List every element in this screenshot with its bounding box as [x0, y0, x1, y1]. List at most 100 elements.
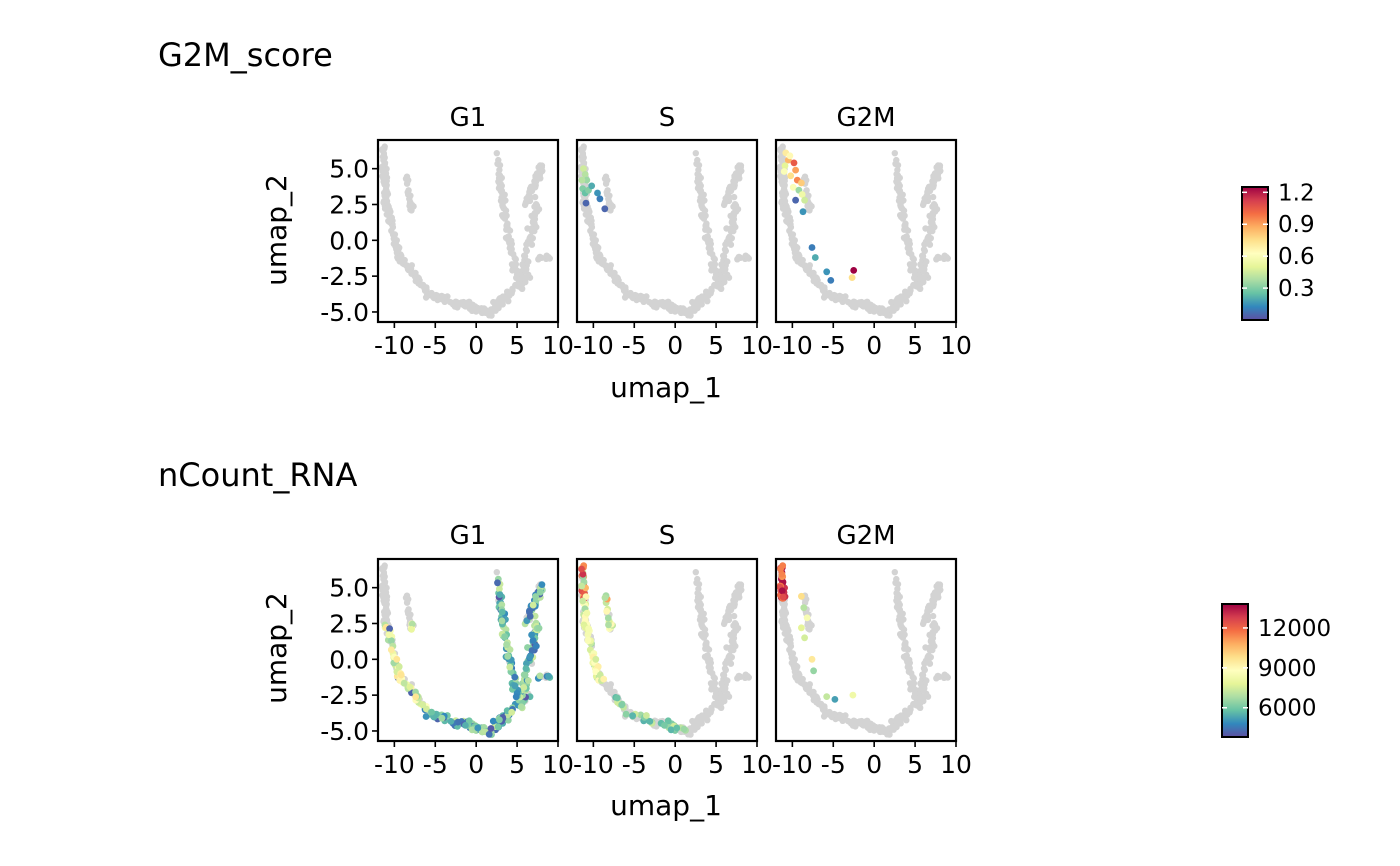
panel-border [376, 138, 560, 324]
cell-point [583, 176, 591, 184]
background-cell-point [523, 195, 530, 202]
background-cell-point [499, 189, 506, 197]
background-cell-point [901, 641, 908, 648]
background-cell-point [921, 660, 928, 667]
cell-point [447, 718, 455, 725]
background-cell-point [693, 723, 701, 730]
background-cell-point [900, 207, 908, 214]
background-cell-point [721, 697, 728, 705]
background-cell-point [909, 682, 917, 689]
cell-point [536, 588, 544, 596]
background-cell-point [537, 170, 544, 177]
cell-point [823, 693, 831, 700]
cell-point [581, 171, 589, 178]
x-axis-label: umap_1 [610, 789, 722, 822]
background-cell-point [508, 290, 515, 297]
cell-point [594, 189, 601, 197]
background-cell-point [692, 569, 699, 576]
background-cell-point [454, 299, 462, 307]
facet-panel-g1: -10 -5 0 5 10 5.0 2.5 0.0 -2.5 -5.0 [320, 557, 574, 779]
cell-point [535, 624, 543, 632]
background-cell-point [941, 671, 948, 678]
facet-label-g2m: G2M [836, 103, 895, 133]
background-cell-point [926, 228, 934, 235]
background-cell-point [728, 218, 736, 225]
background-cell-point [700, 214, 707, 221]
background-cell-point [894, 172, 902, 179]
background-cell-point [735, 672, 743, 680]
background-cell-point [686, 306, 694, 313]
background-cell-point [935, 170, 942, 177]
background-cell-point [727, 228, 735, 235]
background-cell-point [926, 212, 933, 220]
background-cell-point [380, 571, 388, 578]
background-cell-point [523, 241, 530, 248]
background-cell-point [382, 593, 389, 601]
cell-point [778, 570, 786, 578]
background-cell-point [710, 682, 718, 689]
background-cell-point [794, 663, 801, 670]
cell-point [786, 152, 794, 160]
background-cell-point [522, 278, 529, 286]
background-cell-point [799, 675, 806, 683]
background-cell-point [487, 306, 495, 313]
background-cell-point [894, 591, 902, 598]
background-cell-point [704, 717, 711, 724]
background-cell-point [396, 244, 403, 251]
cell-point [601, 205, 609, 213]
background-cell-point [531, 193, 539, 201]
background-cell-point [702, 222, 709, 229]
cell-point [400, 679, 408, 687]
cell-point [511, 673, 519, 681]
background-cell-point [894, 166, 901, 174]
cell-point [823, 268, 831, 276]
background-cell-point [934, 672, 942, 680]
background-cell-point [695, 716, 702, 723]
background-cell-point [717, 284, 724, 291]
colorbar-tick-label: 6000 [1258, 696, 1317, 722]
x-tick-label: 0 [468, 750, 484, 779]
background-cell-point [710, 254, 717, 262]
background-cell-point [529, 218, 537, 225]
background-cell-point [702, 641, 709, 648]
colorbar-tick-label: 9000 [1258, 656, 1317, 682]
row-g2m-score: G2M_score G1 S G2M umap_1 umap_2 -10 -5 0 5… [158, 36, 1315, 404]
background-cell-point [705, 663, 712, 671]
background-cell-point [783, 631, 791, 638]
background-cell-point [705, 244, 712, 252]
background-cell-point [701, 626, 709, 633]
cell-point [506, 663, 514, 671]
background-cell-point [935, 589, 942, 596]
y-tick-label: 5.0 [329, 155, 369, 184]
background-cell-point [385, 212, 393, 219]
background-cell-point [693, 579, 700, 586]
cell-point [622, 710, 630, 718]
background-cell-point [622, 286, 629, 294]
cell-point [799, 208, 807, 216]
background-cell-point [909, 673, 916, 681]
cell-point [808, 244, 816, 251]
cell-point [528, 647, 536, 654]
cell-point [827, 277, 835, 284]
cell-point [584, 636, 592, 644]
background-cell-point [704, 298, 711, 305]
background-cell-point [732, 223, 739, 231]
background-cell-point [899, 214, 906, 221]
background-cell-point [791, 237, 798, 244]
cell-point [406, 683, 414, 691]
background-cell-point [897, 189, 904, 197]
background-cell-point [864, 717, 871, 724]
background-cell-point [379, 565, 386, 573]
background-cell-point [722, 241, 729, 248]
background-cell-point [725, 189, 732, 197]
x-tick-label: 10 [940, 331, 972, 360]
y-tick-label: -5.0 [320, 717, 369, 746]
cell-point [579, 597, 587, 605]
background-cell-point [791, 656, 798, 663]
cell-point [465, 717, 473, 725]
facet-panels: -10 -5 0 5 105.02.50.0-2.5-5.0-10 -5 0 5 10 -10 -5… [320, 138, 972, 360]
colorbar-tick-label: 0.9 [1278, 212, 1315, 238]
cell-point [664, 717, 672, 725]
background-cell-point [438, 296, 446, 303]
